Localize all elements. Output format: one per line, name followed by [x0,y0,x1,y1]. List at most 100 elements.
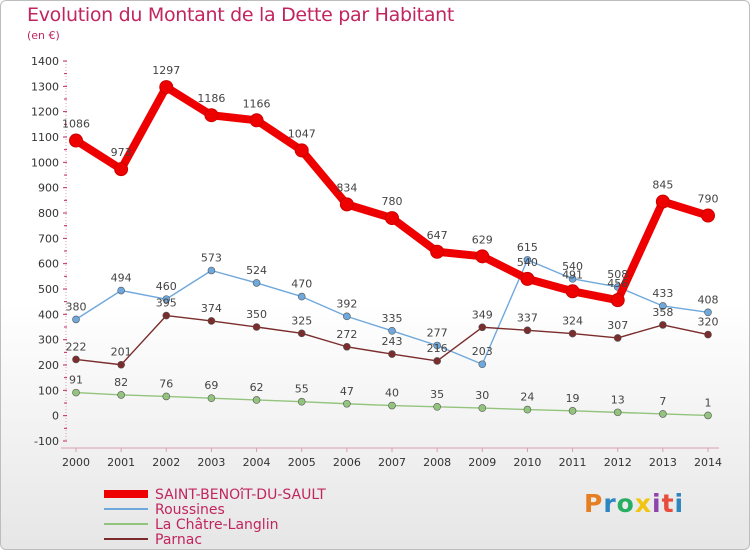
data-label: 380 [66,300,87,313]
series-1 [72,256,712,369]
data-point [252,323,261,331]
data-label: 337 [517,311,538,324]
data-point [388,326,396,335]
data-point [343,312,351,321]
y-tick-label: 600 [38,258,59,271]
data-point [297,329,306,338]
data-label: 629 [472,233,493,246]
logo-letter: i [652,489,662,518]
data-label: 1 [705,396,712,409]
data-label: 13 [611,393,625,406]
data-point [207,317,216,325]
data-point [568,329,577,338]
x-tick-label: 2002 [152,456,180,469]
data-label: 243 [382,335,403,348]
data-point [207,266,216,275]
legend-label: Parnac [155,532,202,548]
data-point [117,391,125,399]
data-label: 460 [156,280,177,293]
x-tick-label: 2013 [649,456,677,469]
data-label: 82 [114,376,128,389]
data-label: 1166 [243,97,271,110]
x-tick-label: 2003 [197,456,225,469]
data-label: 790 [698,193,719,206]
data-label: 470 [291,278,312,291]
logo-letter: x [634,489,652,518]
data-label: 374 [201,302,222,315]
data-label: 395 [156,297,177,310]
data-label: 320 [698,316,719,329]
data-label: 1047 [288,127,316,140]
data-point [297,292,306,301]
y-tick-label: 700 [38,232,59,245]
y-tick-label: 200 [38,359,59,372]
data-point [252,396,261,404]
data-label: 392 [336,297,357,310]
data-point [701,208,715,223]
data-label: 845 [652,179,673,192]
data-point [478,360,487,369]
data-point [388,350,396,358]
data-point [704,330,712,339]
data-label: 433 [652,287,673,300]
data-label: 358 [652,306,673,319]
y-tick-label: 300 [38,334,59,347]
y-tick-label: -100 [34,435,59,448]
data-point [159,80,174,95]
data-point [523,326,532,335]
data-label: 203 [472,345,493,358]
x-tick-label: 2011 [559,456,587,469]
series-2 [72,388,712,420]
data-label: 494 [111,272,132,285]
axes: -100 0 100 200 300 400 500 600 700 800 900 1000 1100… [31,55,722,469]
data-label: 1186 [197,92,225,105]
data-point [162,392,171,401]
data-point [207,394,216,402]
data-point [433,341,441,350]
data-label: 973 [111,146,132,159]
data-point [204,108,219,123]
series-3 [72,311,712,369]
legend-label: La Châtre-Langlin [155,517,278,533]
data-point [339,197,354,212]
y-tick-label: 100 [38,384,59,397]
data-point [704,308,712,317]
data-label: 540 [517,256,538,269]
data-label: 272 [336,328,357,341]
x-tick-label: 2007 [378,456,406,469]
data-label: 7 [659,395,666,408]
y-tick-label: 400 [38,308,59,321]
data-label: 24 [520,391,534,404]
data-point [523,405,532,414]
data-point [613,408,622,417]
data-label: 55 [295,383,309,396]
data-label: 335 [382,312,403,325]
data-label: 780 [382,195,403,208]
data-point [294,143,309,158]
data-point [659,410,667,418]
logo-letter: r [603,489,617,518]
data-point [72,388,80,397]
series-layer [69,80,715,420]
data-point [659,302,667,310]
data-label: 222 [66,340,87,353]
data-point [117,360,125,369]
y-tick-label: 1400 [31,55,59,68]
data-point [430,244,445,259]
data-point [655,194,670,209]
proxiti-logo: Proxiti [584,489,684,518]
chart-title: Evolution du Montant de la Dette par Hab… [27,4,455,26]
x-tick-label: 2000 [62,456,90,469]
x-tick-label: 2014 [694,456,722,469]
data-label: 216 [427,342,448,355]
data-label: 76 [159,377,173,390]
data-point [162,311,171,320]
data-point [568,407,577,415]
unit-label: (en €) [27,29,60,42]
data-point [478,323,487,332]
data-label: 349 [472,308,493,321]
x-tick-label: 2012 [604,456,632,469]
data-point [433,357,441,365]
